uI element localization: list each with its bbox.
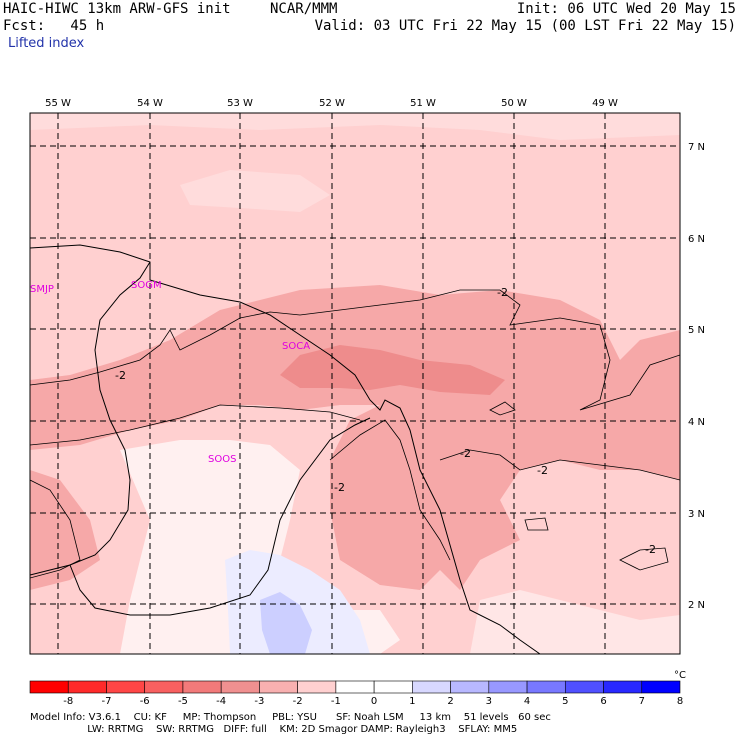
colorbar-swatch xyxy=(106,680,146,694)
colorbar-tick-label: -3 xyxy=(254,696,264,707)
field-light-patch xyxy=(180,170,330,212)
lat-label: 3 N xyxy=(688,509,705,520)
colorbar-tick-label: -1 xyxy=(331,696,341,707)
lon-label: 53 W xyxy=(227,98,253,109)
header-title-left: HAIC-HIWC 13km ARW-GFS init Fcst: 45 h xyxy=(3,1,231,35)
header-org: NCAR/MMM xyxy=(270,1,338,17)
colorbar-swatch xyxy=(259,680,298,694)
colorbar-tick-label: 7 xyxy=(639,696,645,707)
lon-label: 55 W xyxy=(45,98,71,109)
colorbar-swatch xyxy=(144,680,184,694)
contour-label: -2 xyxy=(334,481,345,494)
colorbar-tick-label: 8 xyxy=(677,696,683,707)
colorbar-swatch xyxy=(373,680,413,694)
valid-time: Valid: 03 UTC Fri 22 May 15 (00 LST Fri … xyxy=(314,18,736,34)
contour-label: -2 xyxy=(645,543,656,556)
field-strong-core xyxy=(280,345,505,395)
contour-label: -2 xyxy=(115,369,126,382)
lat-label: 4 N xyxy=(688,417,705,428)
contour-neg2-mid xyxy=(30,404,361,446)
station-labels: SMJP SOGM SOCA SOOS xyxy=(30,280,310,465)
colorbar-swatch xyxy=(564,680,604,694)
contour-cell-2 xyxy=(524,517,549,531)
forecast-hour: Fcst: 45 h xyxy=(3,18,105,34)
colorbar-tick-label: -6 xyxy=(140,696,150,707)
contour-neg2-north xyxy=(30,289,680,411)
colorbar-unit: °C xyxy=(674,670,686,681)
colorbar-tick-label: -5 xyxy=(178,696,188,707)
colorbar-tick-label: -7 xyxy=(101,696,111,707)
colorbar-swatch xyxy=(450,680,490,694)
model-title: HAIC-HIWC 13km ARW-GFS init xyxy=(3,1,231,17)
colorbar: -8 -7 -6 -5 -4 -3 -2 -1 0 1 2 3 4 5 6 7 8 °C xyxy=(29,670,686,707)
border-suriname-brazil xyxy=(69,417,371,616)
colorbar-tick-label: 3 xyxy=(486,696,492,707)
field-name: Lifted index xyxy=(8,36,85,51)
init-time: Init: 06 UTC Wed 20 May 15 xyxy=(516,1,736,17)
lifted-index-field xyxy=(30,113,680,654)
lat-label: 5 N xyxy=(688,325,705,336)
lon-label: 50 W xyxy=(501,98,527,109)
colorbar-swatch xyxy=(603,680,643,694)
lat-label: 6 N xyxy=(688,234,705,245)
latitude-labels: 7 N 6 N 5 N 4 N 3 N 2 N xyxy=(688,142,705,611)
colorbar-swatch xyxy=(526,680,566,694)
colorbar-swatch xyxy=(488,680,528,694)
colorbar-tick-label: 6 xyxy=(600,696,606,707)
field-stable-area xyxy=(225,550,370,654)
field-light-band xyxy=(30,113,680,140)
model-info-line2: LW: RRTMG SW: RRTMG DIFF: full KM: 2D Sm… xyxy=(30,724,518,735)
contour-neg2-west xyxy=(30,479,81,579)
colorbar-swatch xyxy=(297,680,337,694)
map-frame xyxy=(29,112,681,655)
colorbar-swatch xyxy=(182,680,222,694)
colorbar-tick-label: 1 xyxy=(409,696,415,707)
contour-neg2-east xyxy=(439,449,680,481)
lon-label: 54 W xyxy=(137,98,163,109)
model-info-line1: Model Info: V3.6.1 CU: KF MP: Thompson P… xyxy=(30,712,551,723)
station-soca: SOCA xyxy=(282,341,310,352)
station-sogm: SOGM xyxy=(131,280,162,291)
field-neutral-area xyxy=(120,440,400,654)
contour-label: -2 xyxy=(497,286,508,299)
colorbar-tick-label: -8 xyxy=(63,696,73,707)
station-soos: SOOS xyxy=(208,454,236,465)
contour-label: -2 xyxy=(537,464,548,477)
station-smjp: SMJP xyxy=(30,284,54,295)
latlon-grid xyxy=(30,113,680,654)
lon-label: 51 W xyxy=(410,98,436,109)
colorbar-tick-label: -4 xyxy=(216,696,226,707)
contour-lines xyxy=(30,289,680,579)
lat-label: 2 N xyxy=(688,600,705,611)
colorbar-swatch xyxy=(412,680,451,694)
contour-neg2-small xyxy=(619,547,669,571)
colorbar-swatch xyxy=(641,680,681,694)
field-moderate-band xyxy=(30,285,680,590)
border-suriname-guyana xyxy=(30,261,151,576)
colorbar-tick-label: 0 xyxy=(371,696,377,707)
colorbar-tick-label: -2 xyxy=(293,696,303,707)
colorbar-swatch xyxy=(29,680,69,694)
contour-labels: -2 -2 -2 -2 -2 -2 xyxy=(115,286,656,556)
contour-neg2-inland xyxy=(329,419,451,561)
lon-label: 52 W xyxy=(319,98,345,109)
colorbar-tick-label: 4 xyxy=(524,696,530,707)
header-times: Init: 06 UTC Wed 20 May 15 Valid: 03 UTC… xyxy=(315,1,736,35)
colorbar-swatch xyxy=(220,680,260,694)
longitude-labels: 55 W 54 W 53 W 52 W 51 W 50 W 49 W xyxy=(45,98,618,109)
colorbar-tick-label: 5 xyxy=(562,696,568,707)
contour-cell-1 xyxy=(489,401,516,416)
colorbar-tick-label: 2 xyxy=(447,696,453,707)
field-stable-core xyxy=(260,592,312,654)
contour-label: -2 xyxy=(460,447,471,460)
colorbar-swatch xyxy=(67,680,107,694)
colorbar-swatch xyxy=(335,680,375,694)
lon-label: 49 W xyxy=(592,98,618,109)
field-pale-corner xyxy=(470,590,680,654)
lat-label: 7 N xyxy=(688,142,705,153)
